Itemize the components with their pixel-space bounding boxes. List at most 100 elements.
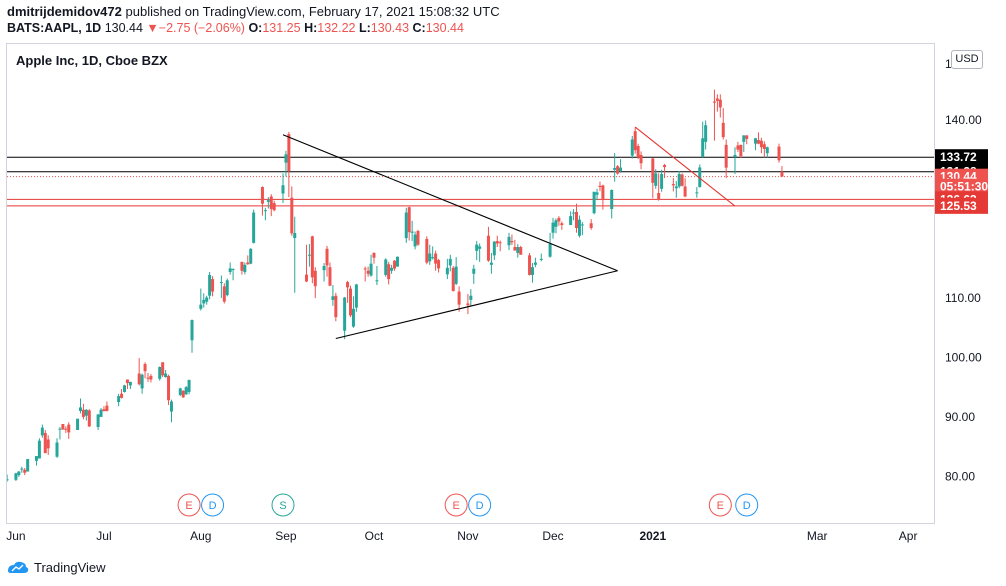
candle xyxy=(657,173,661,201)
chart-title: Apple Inc, 1D, Cboe BZX xyxy=(16,53,168,68)
candle xyxy=(595,188,599,201)
candle-body xyxy=(146,377,150,379)
event-marker-label: E xyxy=(185,500,192,512)
candle-body xyxy=(528,255,532,275)
candle-body xyxy=(486,235,490,261)
candle xyxy=(266,197,270,209)
close-value: 130.44 xyxy=(425,21,464,35)
price-axis-label-bg xyxy=(935,178,988,195)
x-axis-tick-label: Dec xyxy=(542,529,563,543)
candle xyxy=(243,262,247,275)
candle xyxy=(733,147,737,174)
candle xyxy=(184,386,188,395)
candle xyxy=(222,283,226,304)
candle-body xyxy=(592,191,596,214)
published-text: published on TradingView.com, February 1… xyxy=(125,4,500,19)
candle xyxy=(372,252,376,264)
candle-body xyxy=(610,189,614,209)
candle xyxy=(331,285,335,306)
candle-body xyxy=(290,197,294,234)
candle xyxy=(369,254,373,277)
event-marker-label: E xyxy=(717,500,724,512)
candle-body xyxy=(231,268,235,270)
candle xyxy=(123,384,127,393)
candle-body xyxy=(387,264,391,280)
candle xyxy=(14,472,18,482)
x-axis-tick-label: Apr xyxy=(899,529,918,543)
candle xyxy=(310,235,314,284)
candle-body xyxy=(211,279,215,292)
candle xyxy=(346,280,350,303)
candle xyxy=(281,173,285,204)
candle xyxy=(304,244,308,283)
candle xyxy=(539,253,543,262)
candle xyxy=(437,258,441,273)
candle-body xyxy=(404,212,408,239)
price-axis-label-bg xyxy=(935,197,988,214)
candle xyxy=(683,178,687,198)
event-marker-label: D xyxy=(743,500,751,512)
candle xyxy=(61,424,65,430)
candle-body xyxy=(683,186,687,197)
candle-body xyxy=(14,473,18,480)
candle xyxy=(199,288,203,311)
candle xyxy=(167,374,171,406)
candle-body xyxy=(680,174,684,186)
candle xyxy=(410,220,414,242)
candle-body xyxy=(64,428,68,430)
candle-body xyxy=(23,469,27,473)
candle xyxy=(513,239,517,251)
candle xyxy=(407,206,411,241)
candle xyxy=(102,406,106,412)
candle-body xyxy=(516,247,520,253)
candle-body xyxy=(715,98,719,101)
candle-body xyxy=(701,138,705,157)
candle-body xyxy=(425,238,429,263)
candle xyxy=(457,286,461,312)
candle xyxy=(451,266,455,292)
y-axis-tick-label: 110.00 xyxy=(945,291,981,305)
candle-body xyxy=(20,468,24,470)
candle xyxy=(43,429,47,454)
candle xyxy=(495,235,499,248)
candle-body xyxy=(595,192,599,195)
candle-body xyxy=(263,210,267,212)
candle-body xyxy=(548,244,552,257)
candle-body xyxy=(164,373,168,378)
candle xyxy=(34,456,38,466)
candle-body xyxy=(252,212,256,243)
candle-body xyxy=(721,122,725,138)
author-name: dmitrijdemidov472 xyxy=(7,4,122,19)
candle-body xyxy=(375,280,379,282)
candle xyxy=(246,255,250,265)
x-axis-tick-label: Nov xyxy=(457,529,478,543)
candle-body xyxy=(128,381,132,386)
candle xyxy=(639,151,643,170)
candle-body xyxy=(137,373,141,385)
candle-body xyxy=(7,479,9,481)
x-axis-tick-label: Jun xyxy=(6,529,25,543)
y-axis-tick-label: 80.00 xyxy=(945,469,975,483)
candle xyxy=(780,166,784,177)
candle-body xyxy=(178,388,182,395)
ohlc-legend: BATS:AAPL, 1D 130.44 ▼−2.75 (−2.06%) O:1… xyxy=(7,21,464,35)
candle xyxy=(610,189,614,219)
candle-body xyxy=(393,260,397,269)
candle xyxy=(349,285,353,318)
candle xyxy=(125,379,129,389)
candle-body xyxy=(99,409,103,417)
candle xyxy=(343,296,347,340)
candle xyxy=(169,399,173,423)
chart-pane[interactable] xyxy=(6,43,935,524)
candle-body xyxy=(510,241,514,243)
candle-body xyxy=(266,200,270,202)
high-value: 132.22 xyxy=(317,21,356,35)
candle xyxy=(498,240,502,252)
symbol-label: BATS:AAPL, 1D xyxy=(7,21,102,35)
candle-body xyxy=(677,173,681,187)
currency-button[interactable]: USD xyxy=(951,50,983,69)
x-axis-tick-label: Mar xyxy=(807,529,828,543)
candle xyxy=(519,245,523,255)
candle-body xyxy=(187,380,191,392)
